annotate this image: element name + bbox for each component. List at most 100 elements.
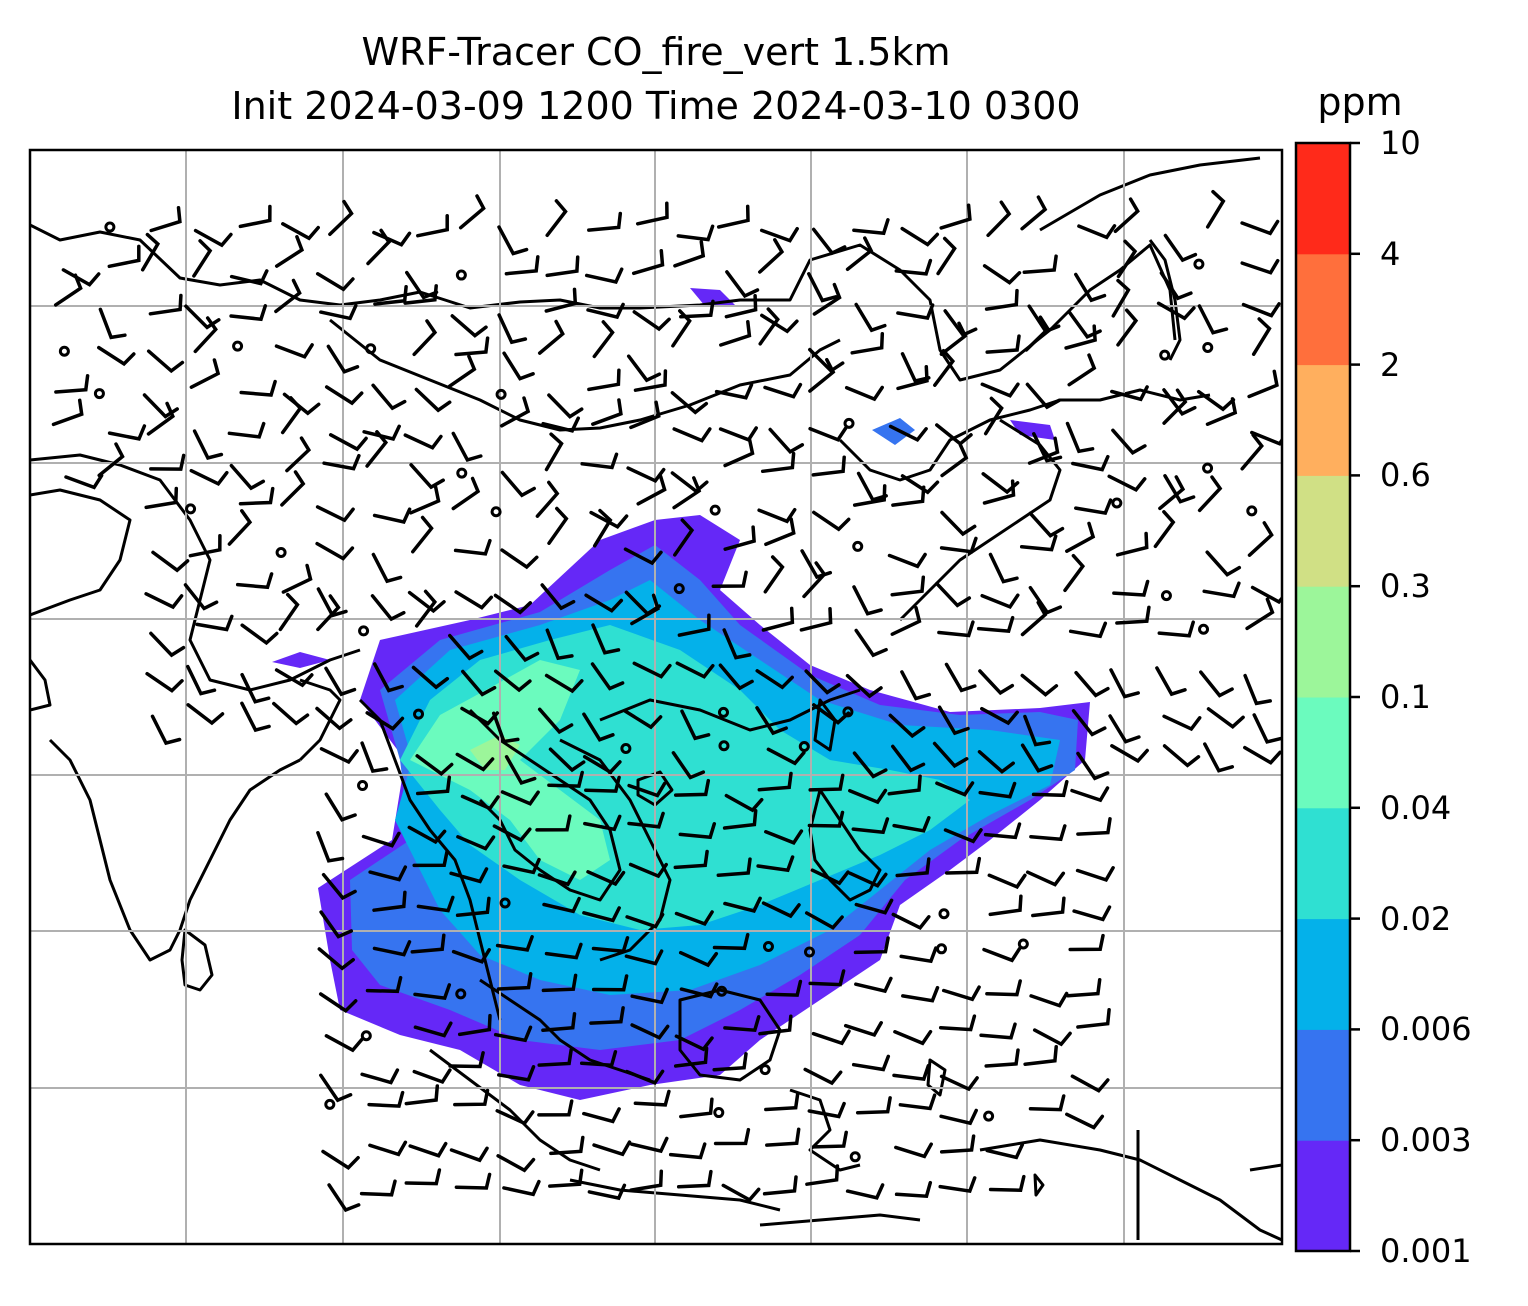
wind-barb [939, 321, 968, 356]
wind-barb [451, 948, 491, 964]
wind-barb [985, 1143, 1025, 1160]
wind-barb [500, 548, 539, 570]
coastline-north [30, 223, 1177, 382]
wind-barb [98, 307, 127, 340]
wind-barb [229, 269, 269, 286]
wind-barb [1108, 714, 1141, 744]
wind-barb [144, 486, 179, 510]
wind-barb [321, 872, 357, 901]
wind-barb [149, 631, 186, 658]
wind-barb [1245, 597, 1275, 631]
wind-barb [502, 857, 541, 875]
wind-barb [1162, 714, 1202, 732]
wind-barb [321, 1149, 360, 1170]
wind-barb [412, 1068, 452, 1085]
wind-barb [630, 593, 661, 626]
wind-barb [894, 1142, 933, 1159]
wind-barb [722, 808, 758, 830]
wind-barb [318, 992, 358, 1013]
wind-barb [415, 775, 452, 796]
calm-wind-marker [803, 946, 815, 958]
wind-barb [982, 479, 1016, 505]
calm-wind-marker [849, 1151, 861, 1163]
wind-barb [1027, 304, 1061, 334]
colorbar-tick-label: 0.04 [1380, 788, 1452, 827]
wind-barb [943, 828, 983, 844]
wind-barb [451, 431, 483, 462]
wind-barb [941, 985, 981, 1002]
wind-barb [1028, 1094, 1066, 1112]
wind-barb [192, 239, 213, 278]
wind-barb [547, 770, 584, 788]
wind-barb [368, 1140, 408, 1157]
wind-barb [447, 354, 477, 388]
wind-barb [193, 228, 233, 248]
wind-barb [497, 313, 528, 345]
coastline-newguinea [979, 1138, 1282, 1242]
wind-barb [319, 747, 359, 765]
wind-barb [448, 1051, 485, 1069]
wind-barb [591, 398, 623, 426]
wind-barb [493, 593, 533, 615]
wind-barb [679, 982, 719, 999]
wind-barb [808, 426, 848, 442]
wind-barb [186, 664, 217, 696]
wind-barb [144, 592, 184, 610]
wind-barb [674, 1034, 714, 1052]
wind-barb [843, 1021, 883, 1038]
wind-barb [1072, 905, 1112, 922]
calm-wind-marker [455, 988, 467, 1000]
wind-barb [1115, 605, 1151, 625]
wind-barb [229, 304, 268, 322]
colorbar-segment [1296, 1140, 1350, 1252]
wind-barb [811, 1130, 848, 1149]
wind-barb [1203, 742, 1235, 773]
wind-barb [807, 810, 845, 828]
wind-barb [1111, 278, 1131, 318]
wind-barb [1162, 388, 1188, 425]
wind-barb [365, 430, 389, 468]
map-panel [30, 150, 1282, 1244]
wind-barb [979, 1022, 1017, 1040]
colorbar [1294, 141, 1360, 1253]
wind-barb [901, 985, 940, 1003]
wind-barb [495, 935, 534, 952]
wind-barb [371, 383, 407, 411]
colorbar-tick-label: 0.6 [1380, 456, 1431, 495]
wind-barb [1074, 272, 1107, 303]
wind-barb [285, 436, 312, 473]
wind-barb [365, 975, 403, 994]
wind-barb [239, 379, 277, 397]
wind-barb [491, 711, 520, 744]
wind-barb [671, 309, 692, 348]
wind-barb [460, 794, 500, 811]
colorbar-unit-label: ppm [1317, 80, 1403, 124]
coastline-tibet [329, 318, 841, 432]
wind-barb [1247, 521, 1274, 557]
wind-barb [892, 1064, 931, 1082]
wind-barb [97, 442, 125, 478]
wind-barb [891, 744, 926, 773]
wind-barb [1205, 189, 1226, 229]
wind-barb [625, 1069, 665, 1086]
wind-barb [545, 199, 568, 238]
wind-barb [984, 288, 1019, 311]
wind-barb [449, 1146, 489, 1163]
wind-barb [672, 476, 702, 510]
coastline-korea [898, 418, 1062, 622]
wind-barb [413, 983, 452, 1001]
colorbar-segment [1296, 143, 1350, 255]
wind-barb [716, 204, 750, 229]
wind-barb [627, 781, 667, 798]
wind-barb [326, 344, 360, 374]
wind-barb [978, 781, 1017, 799]
wind-barb [673, 849, 709, 870]
wind-barb [723, 1015, 761, 1033]
calm-wind-marker [324, 1098, 336, 1110]
wind-barb [591, 623, 621, 655]
calm-wind-marker [717, 706, 729, 718]
wind-barb [1115, 531, 1149, 557]
wind-barb [367, 1090, 405, 1108]
wind-barb [812, 510, 851, 532]
wind-barb [932, 741, 969, 769]
